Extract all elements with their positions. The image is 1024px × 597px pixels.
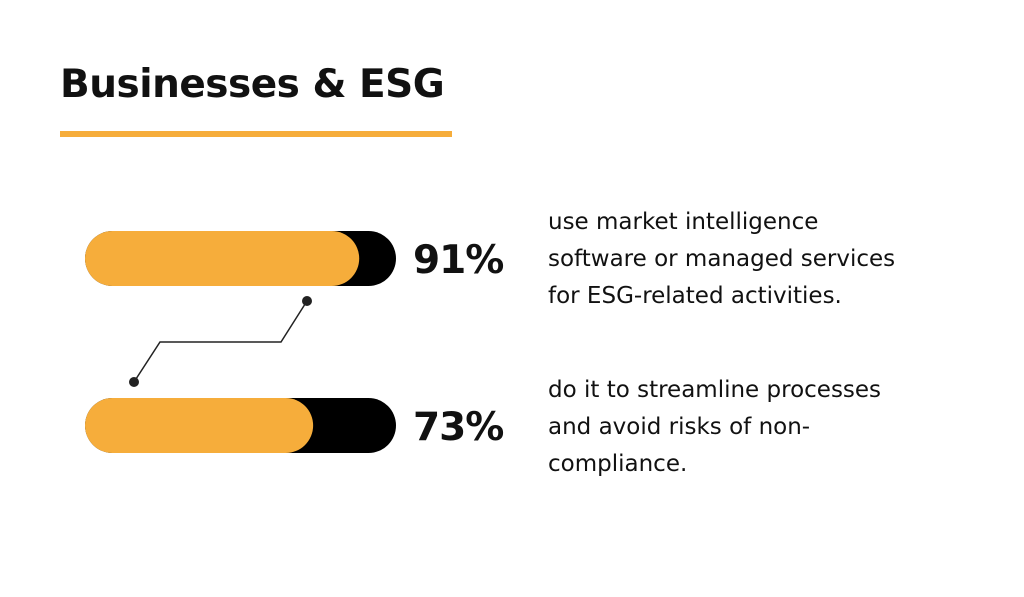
description-line: compliance. — [548, 451, 688, 477]
description-line: use market intelligence — [548, 209, 819, 235]
bar-fill-1 — [85, 398, 314, 453]
connector-line — [133, 300, 308, 383]
page-title: Businesses & ESG — [60, 62, 445, 107]
description-line: for ESG-related activities. — [548, 283, 842, 309]
bar-fill-0 — [85, 231, 360, 286]
bar-value-label-1: 73% — [413, 405, 503, 450]
bar-group-0: 91% — [85, 231, 504, 286]
connector-dot-top — [302, 296, 312, 306]
description-line: do it to streamline processes — [548, 377, 882, 403]
title-underline — [60, 131, 452, 137]
description-0: use market intelligence software or mana… — [548, 204, 988, 315]
connector-dot-bottom — [129, 377, 139, 387]
bar-group-1: 73% — [85, 398, 504, 453]
description-1: do it to streamline processes and avoid … — [548, 372, 988, 483]
description-line: and avoid risks of non- — [548, 414, 811, 440]
bar-value-label-0: 91% — [413, 238, 503, 283]
description-line: software or managed services — [548, 246, 896, 272]
